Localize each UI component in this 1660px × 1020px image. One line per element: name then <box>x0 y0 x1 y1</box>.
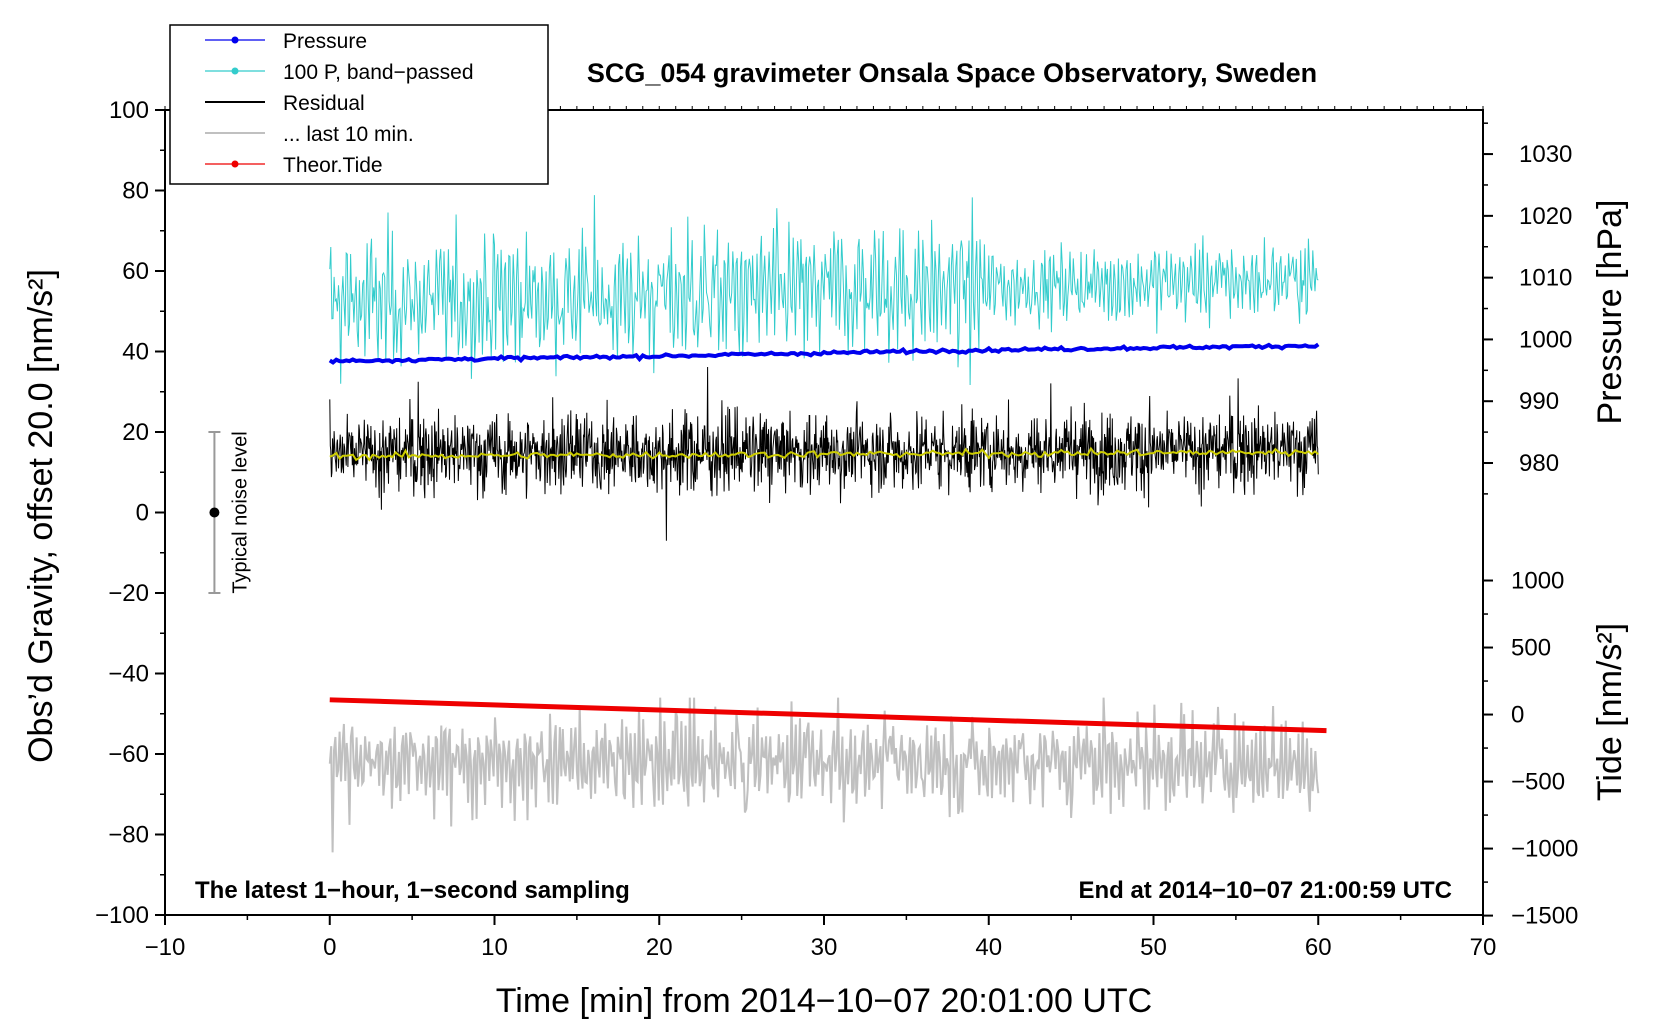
series-last10-line <box>328 697 1320 853</box>
pressure-tick-label: 1010 <box>1519 265 1572 292</box>
y-tick-label: −100 <box>95 902 149 929</box>
noise-bar-center <box>209 507 220 518</box>
chart-title: SCG_054 gravimeter Onsala Space Observat… <box>587 58 1317 88</box>
tide-tick-label: −1000 <box>1511 836 1578 863</box>
tide-axis-title: Tide [nm/s²] <box>1591 623 1629 801</box>
y-tick-label: −20 <box>108 580 149 607</box>
y-tick-label: 40 <box>122 339 149 366</box>
pressure-tick-label: 980 <box>1519 450 1559 477</box>
pressure-tick-label: 1020 <box>1519 203 1572 230</box>
y-tick-label: −80 <box>108 822 149 849</box>
legend-item-residual: Residual <box>205 92 365 115</box>
legend-label-tide: Theor.Tide <box>283 154 383 177</box>
series-bandpassed-line <box>329 195 1319 386</box>
y-tick-label: 20 <box>122 419 149 446</box>
y-tick-label: 100 <box>109 97 149 124</box>
series-smoothed-residual-line <box>329 446 1319 462</box>
series-tide-line <box>329 697 1327 734</box>
tide-tick-label: 0 <box>1511 702 1524 729</box>
tide-tick-label: 1000 <box>1511 568 1564 595</box>
pressure-tick-label: 1030 <box>1519 141 1572 168</box>
x-tick-label: 10 <box>481 934 508 961</box>
plot-frame <box>164 109 1484 916</box>
tide-tick-label: −1500 <box>1511 903 1578 930</box>
y-tick-label: 0 <box>136 500 149 527</box>
x-tick-label: 40 <box>975 934 1002 961</box>
x-tick-label: −10 <box>145 934 186 961</box>
legend-label-bandpassed: 100 P, band−passed <box>283 61 474 84</box>
y-axis-title: Obs’d Gravity, offset 20.0 [nm/s²] <box>22 269 60 763</box>
legend-tide-marker <box>231 160 239 168</box>
x-tick-label: 0 <box>323 934 336 961</box>
y-tick-label: 80 <box>122 178 149 205</box>
series-pressure-line <box>328 342 1320 365</box>
legend-label-residual: Residual <box>283 92 365 115</box>
tide-tick-label: 500 <box>1511 635 1551 662</box>
y-tick-label: −60 <box>108 741 149 768</box>
annotation-left: The latest 1−hour, 1−second sampling <box>195 877 630 904</box>
pressure-axis-title: Pressure [hPa] <box>1591 200 1629 425</box>
x-tick-label: 30 <box>811 934 838 961</box>
x-tick-label: 20 <box>646 934 673 961</box>
legend: Pressure 100 P, band−passed Residual ...… <box>169 24 549 185</box>
legend-bandpassed-marker <box>231 67 239 75</box>
annotation-right: End at 2014−10−07 21:00:59 UTC <box>1078 877 1452 904</box>
y-tick-label: 60 <box>122 258 149 285</box>
legend-label-pressure: Pressure <box>283 30 367 53</box>
x-axis-title: Time [min] from 2014−10−07 20:01:00 UTC <box>496 982 1152 1020</box>
axis-layer: −10 0 10 20 30 40 50 60 70100806040200−20−40−60−… <box>95 97 1578 961</box>
legend-pressure-marker <box>231 36 239 44</box>
legend-item-last10: ... last 10 min. <box>205 123 414 146</box>
y-tick-label: −40 <box>108 661 149 688</box>
pressure-tick-label: 990 <box>1519 388 1559 415</box>
pressure-tick-label: 1000 <box>1519 326 1572 353</box>
series-layer <box>328 195 1327 853</box>
legend-box <box>169 24 549 185</box>
x-tick-label: 60 <box>1305 934 1332 961</box>
legend-item-pressure: Pressure <box>205 30 367 53</box>
legend-label-last10: ... last 10 min. <box>283 123 414 146</box>
legend-item-bandpassed: 100 P, band−passed <box>205 61 474 84</box>
noise-level-label: Typical noise level <box>229 431 251 593</box>
legend-item-tide: Theor.Tide <box>205 154 383 177</box>
x-tick-label: 50 <box>1140 934 1167 961</box>
tide-tick-label: −500 <box>1511 769 1565 796</box>
x-tick-label: 70 <box>1470 934 1497 961</box>
